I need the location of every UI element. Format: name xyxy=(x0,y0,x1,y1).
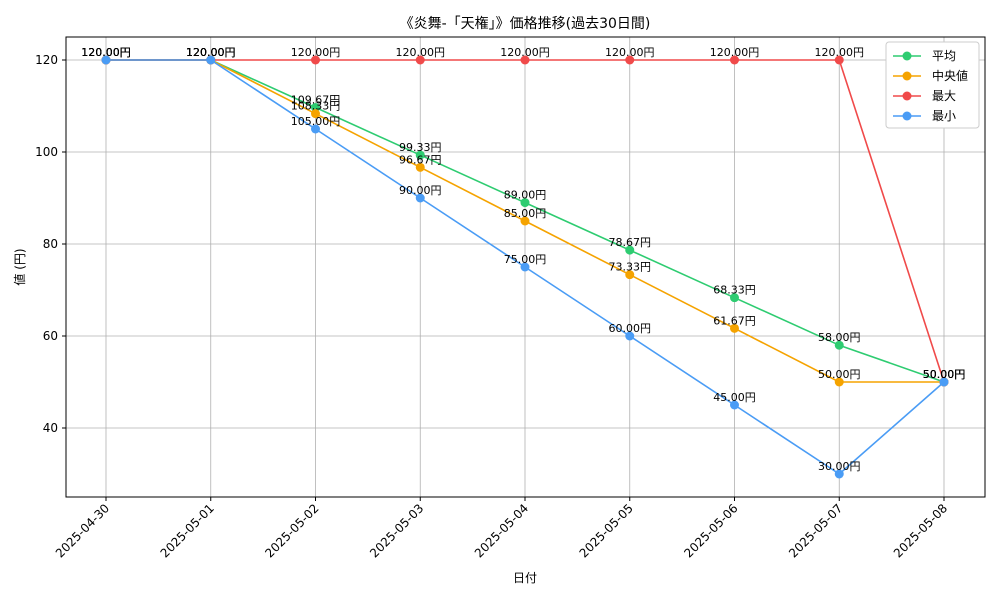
data-point-3 xyxy=(415,193,425,203)
data-label-0: 99.33円 xyxy=(399,141,442,154)
data-point-0 xyxy=(311,103,320,113)
data-label-0: 78.67円 xyxy=(609,236,652,249)
chart-title: 《炎舞-「天権」》価格推移(過去30日間) xyxy=(400,15,651,32)
data-label-3: 75.00円 xyxy=(504,253,547,266)
x-tick-label: 2025-04-30 xyxy=(53,501,112,560)
data-label-layer: 120.00円 120.00円 109.67円 99.33円 89.00円 78.67円 6… xyxy=(81,46,965,473)
data-point-3 xyxy=(834,469,844,479)
data-point-3 xyxy=(730,400,739,410)
x-tick-label: 2025-05-08 xyxy=(891,501,950,560)
y-tick-label: 40 xyxy=(43,421,58,435)
data-point-0 xyxy=(415,150,425,160)
data-point-1 xyxy=(834,377,844,387)
legend-label-0: 平均 xyxy=(932,49,956,63)
legend-label-3: 最小 xyxy=(932,109,956,123)
data-label-1: 120.00円 xyxy=(81,46,131,59)
data-label-2: 120.00円 xyxy=(815,46,865,59)
data-label-2: 120.00円 xyxy=(710,46,760,59)
data-label-1: 85.00円 xyxy=(504,207,547,220)
data-label-3: 105.00円 xyxy=(291,115,341,128)
data-point-0 xyxy=(730,293,739,303)
data-point-2 xyxy=(625,55,635,65)
data-label-3: 120.00円 xyxy=(186,46,236,59)
x-axis-title: 日付 xyxy=(513,571,537,585)
data-point-1 xyxy=(311,109,320,119)
data-label-3: 60.00円 xyxy=(609,322,652,335)
data-label-0: 120.00円 xyxy=(186,46,236,59)
y-tick-label: 120 xyxy=(35,53,58,67)
x-tick-label: 2025-05-01 xyxy=(158,501,217,560)
x-tick-label: 2025-05-07 xyxy=(786,501,845,560)
data-point-0 xyxy=(834,340,844,350)
legend-label-1: 中央値 xyxy=(932,68,968,83)
data-label-1: 108.33円 xyxy=(291,100,341,113)
data-label-2: 120.00円 xyxy=(81,46,131,59)
data-label-3: 120.00円 xyxy=(81,46,131,59)
legend-marker-0 xyxy=(902,51,912,61)
x-tick-label: 2025-05-04 xyxy=(472,501,531,560)
data-label-2: 120.00円 xyxy=(291,46,341,59)
data-point-3 xyxy=(939,377,949,387)
data-point-2 xyxy=(415,55,425,65)
data-label-1: 73.33円 xyxy=(609,261,652,274)
data-point-1 xyxy=(520,216,530,226)
data-point-3 xyxy=(625,331,635,341)
x-tick-label: 2025-05-02 xyxy=(262,501,321,560)
data-point-2 xyxy=(520,55,530,65)
data-label-0: 50.00円 xyxy=(923,368,966,381)
series-layer xyxy=(101,55,949,479)
legend-marker-2 xyxy=(902,91,912,101)
data-point-3 xyxy=(311,124,320,134)
data-label-1: 50.00円 xyxy=(818,368,861,381)
y-tick-label: 100 xyxy=(35,145,58,159)
data-label-1: 120.00円 xyxy=(186,46,236,59)
data-point-1 xyxy=(415,162,425,172)
x-tick-label: 2025-05-03 xyxy=(367,501,426,560)
data-label-2: 120.00円 xyxy=(500,46,550,59)
data-label-2: 50.00円 xyxy=(923,368,966,381)
data-label-0: 68.33円 xyxy=(713,284,756,297)
y-tick-label: 80 xyxy=(43,237,58,251)
data-label-3: 90.00円 xyxy=(399,184,442,197)
data-point-3 xyxy=(520,262,530,272)
data-point-3 xyxy=(101,55,111,65)
data-label-1: 50.00円 xyxy=(923,368,966,381)
data-point-2 xyxy=(834,55,844,65)
data-label-3: 30.00円 xyxy=(818,460,861,473)
data-point-0 xyxy=(625,245,635,255)
legend-marker-1 xyxy=(902,71,912,81)
y-axis-ticks: 40 60 80 100 120 xyxy=(35,53,66,435)
data-label-0: 58.00円 xyxy=(818,331,861,344)
legend-marker-3 xyxy=(902,111,912,121)
data-label-0: 109.67円 xyxy=(291,94,341,107)
data-point-0 xyxy=(520,198,530,208)
data-point-3 xyxy=(206,55,216,65)
legend-frame xyxy=(885,41,980,129)
data-label-1: 96.67円 xyxy=(399,153,442,166)
x-tick-label: 2025-05-06 xyxy=(681,501,740,560)
y-axis-title: 値 (円) xyxy=(12,248,27,285)
data-label-2: 120.00円 xyxy=(186,46,236,59)
data-label-0: 120.00円 xyxy=(81,46,131,59)
data-label-3: 50.00円 xyxy=(923,368,966,381)
data-point-1 xyxy=(730,323,739,333)
data-label-3: 45.00円 xyxy=(713,391,756,404)
data-point-2 xyxy=(311,55,320,65)
y-tick-label: 60 xyxy=(43,329,58,343)
data-label-1: 61.67円 xyxy=(713,314,756,327)
data-label-2: 120.00円 xyxy=(605,46,655,59)
x-axis-ticks: 2025-04-30 2025-05-01 2025-05-02 2025-05-03… xyxy=(53,497,950,560)
data-label-2: 120.00円 xyxy=(396,46,446,59)
data-point-2 xyxy=(730,55,739,65)
data-label-0: 89.00円 xyxy=(504,189,547,202)
legend-label-2: 最大 xyxy=(932,89,956,103)
data-point-1 xyxy=(625,270,635,280)
x-tick-label: 2025-05-05 xyxy=(577,501,636,560)
